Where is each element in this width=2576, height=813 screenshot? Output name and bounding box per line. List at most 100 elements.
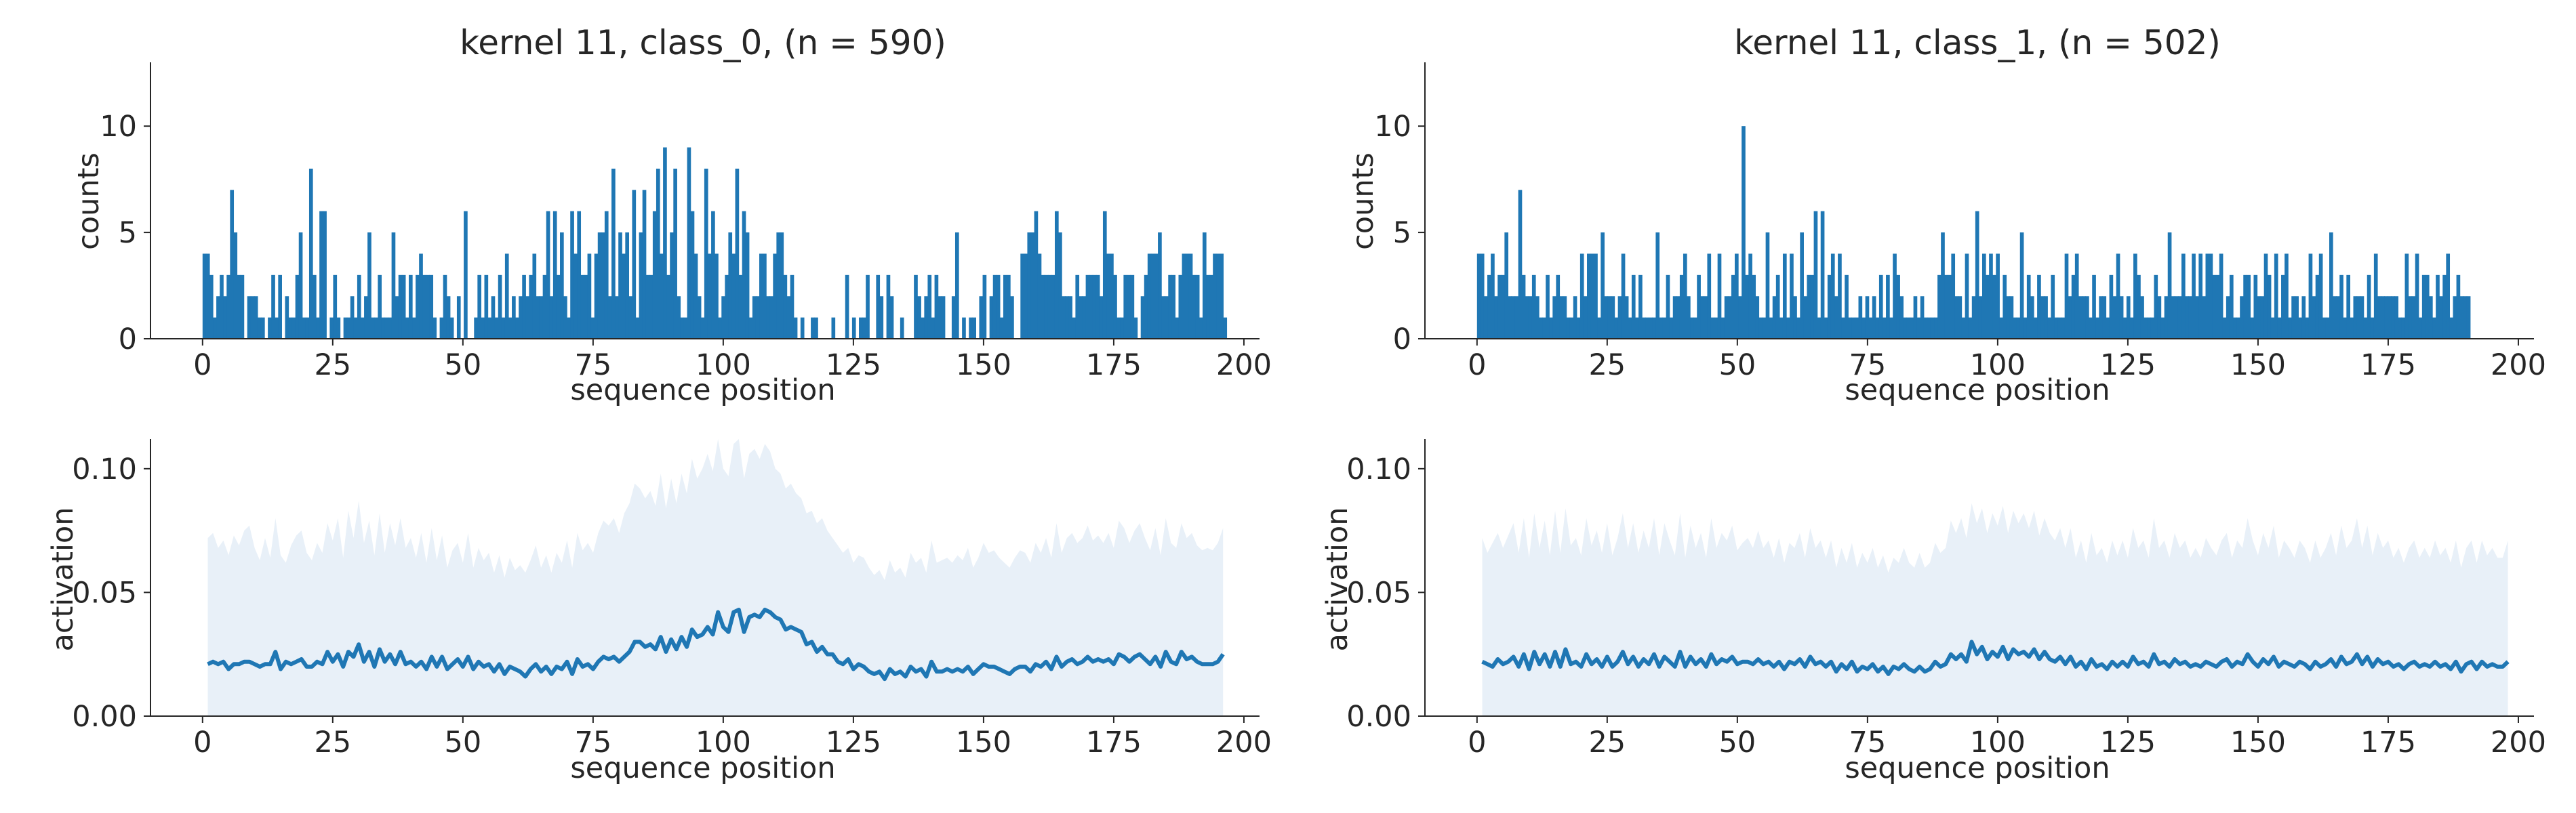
bar [1092, 274, 1097, 339]
bar [2202, 296, 2207, 339]
bar [2418, 317, 2423, 339]
bar [2353, 296, 2358, 339]
bar [1999, 317, 2004, 339]
bar [738, 274, 743, 339]
bar [213, 317, 217, 339]
bar [474, 317, 478, 339]
bar [1058, 232, 1062, 339]
bar [556, 274, 561, 339]
bar [718, 317, 722, 339]
bar [1569, 317, 1574, 339]
bar [1501, 274, 1505, 339]
line-area [207, 439, 1225, 716]
bar [233, 232, 238, 339]
bar [1700, 296, 1704, 339]
bar [1631, 274, 1636, 339]
bar [2415, 253, 2419, 339]
bar [748, 317, 753, 339]
bar [1937, 274, 1941, 339]
bar [1978, 296, 1983, 339]
bar [2095, 317, 2099, 339]
bar [2019, 232, 2024, 339]
bar [1868, 317, 1873, 339]
bar [1727, 296, 1732, 339]
bar [2439, 296, 2443, 339]
bar [1095, 274, 1100, 339]
bar [924, 296, 929, 339]
bar [2185, 296, 2189, 339]
bar [1714, 317, 1718, 339]
bar [728, 232, 733, 339]
bar [811, 317, 815, 339]
chart-title: kernel 11, class_1, (n = 502) [1734, 23, 2221, 62]
bar [786, 296, 791, 339]
bar [1954, 296, 1959, 339]
bar [1817, 317, 1822, 339]
bar [1566, 317, 1571, 339]
x-axis-label: sequence position [1845, 751, 2110, 785]
bar [2253, 274, 2258, 339]
x-tick-label: 175 [1086, 726, 1142, 759]
bar [1185, 253, 1190, 339]
bar [405, 317, 409, 339]
bar [2160, 317, 2165, 339]
y-axis: 0 5 10 [1374, 62, 1426, 356]
bar [2198, 253, 2203, 339]
bar [1961, 317, 1966, 339]
bar [1075, 274, 1080, 339]
bar [1579, 253, 1584, 339]
bar [625, 232, 629, 339]
bar [1497, 274, 1502, 339]
bar [927, 274, 932, 339]
bar [1830, 253, 1835, 339]
bar [1752, 274, 1756, 339]
bar [250, 296, 255, 339]
bar [2301, 296, 2306, 339]
bar [1140, 296, 1145, 339]
bar [2429, 296, 2433, 339]
bar [1003, 274, 1007, 339]
bar [539, 296, 544, 339]
bar [295, 274, 300, 339]
y-tick-label: 0 [1393, 322, 1411, 356]
bar [1601, 232, 1605, 339]
bar [1693, 317, 1697, 339]
bar [1024, 253, 1028, 339]
x-tick-label: 0 [1468, 726, 1486, 759]
bar [999, 317, 1004, 339]
bar [611, 168, 616, 339]
bar [2092, 274, 2096, 339]
bar [989, 296, 994, 339]
bar [254, 296, 258, 339]
bar [1062, 296, 1066, 339]
bar [1731, 274, 1735, 339]
bar [278, 274, 282, 339]
bar [793, 317, 798, 339]
bar [618, 232, 622, 339]
bar [1786, 317, 1790, 339]
y-tick-label: 5 [1393, 216, 1411, 250]
series-line [207, 608, 1225, 682]
bar [763, 253, 767, 339]
bar [1971, 296, 1976, 339]
bar [1765, 232, 1770, 339]
bar [683, 317, 688, 339]
bar [240, 274, 245, 339]
bar [597, 232, 602, 339]
x-tick-label: 75 [1849, 348, 1887, 382]
bar [1202, 232, 1207, 339]
bar [1779, 317, 1784, 339]
x-tick-label: 50 [1718, 348, 1756, 382]
bar [1147, 253, 1152, 339]
x-tick-label: 25 [1588, 348, 1626, 382]
bar [2157, 296, 2162, 339]
bar [2459, 296, 2464, 339]
bar [563, 296, 567, 339]
bar [1652, 317, 1657, 339]
bar [2023, 317, 2028, 339]
bar [982, 274, 987, 339]
bar [2085, 296, 2089, 339]
y-tick-label: 5 [119, 216, 137, 250]
bar [2106, 317, 2110, 339]
bar [1738, 296, 1742, 339]
